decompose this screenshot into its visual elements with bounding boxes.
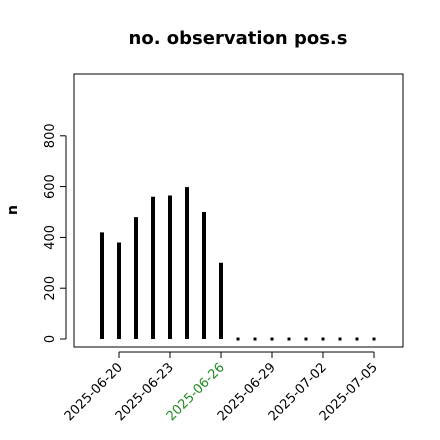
x-axis: 2025-06-202025-06-232025-06-262025-06-29… [62, 351, 381, 424]
y-axis: 0 200 400 600 800 [43, 123, 67, 343]
y-tick-label: 800 [43, 123, 58, 148]
y-tick-label: 400 [43, 225, 58, 250]
bar-zero [338, 337, 342, 341]
chart-title: no. observation pos.s [129, 28, 348, 49]
bar-zero [355, 337, 359, 341]
y-tick-label: 0 [43, 335, 58, 343]
bar-zero [287, 337, 291, 341]
plot-box [73, 73, 404, 348]
bar-zero [372, 337, 376, 341]
y-tick-label: 600 [43, 174, 58, 199]
bar-zero [304, 337, 308, 341]
bar-zero [270, 337, 274, 341]
bar-zero [321, 337, 325, 341]
bar-zero [236, 337, 240, 341]
bars [100, 187, 376, 341]
y-axis-label: n [5, 205, 21, 215]
bar-zero [253, 337, 257, 341]
y-tick-label: 200 [43, 276, 58, 301]
